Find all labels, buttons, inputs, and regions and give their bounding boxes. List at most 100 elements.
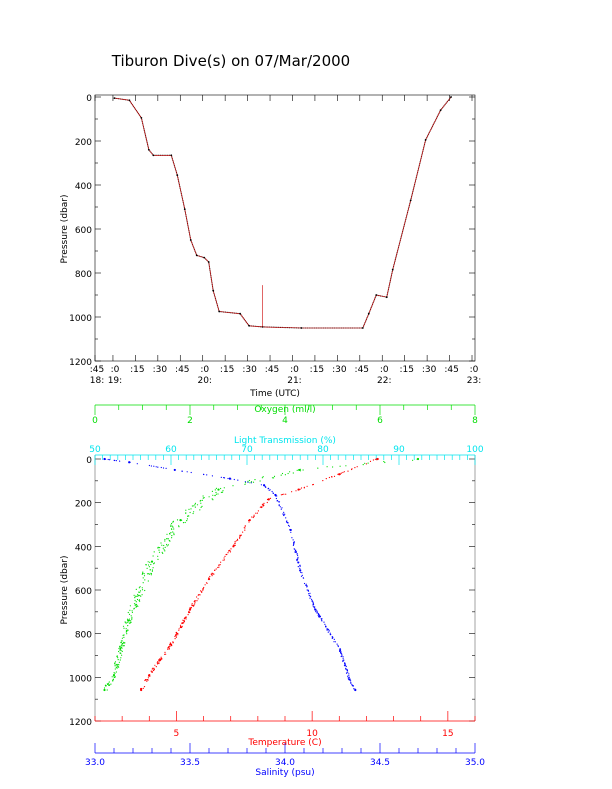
salinity-point [286,520,288,522]
temperature-point [269,497,272,499]
oxygen-point [134,599,136,602]
salinity-point [244,481,246,483]
temperature-point [203,586,205,589]
salinity-point [294,548,296,550]
temperature-point [196,600,198,602]
salinity-point [305,583,307,585]
oxygen-point [112,680,114,682]
x-tick-label-hour: 22: [377,376,391,386]
salinity-point [278,501,281,503]
oxygen-point [193,511,195,513]
oxygen-point [184,521,186,524]
temperature-point [256,512,258,514]
oxygen-point [121,647,123,649]
salinity-point [312,605,314,607]
salinity-point [318,613,320,615]
salinity-tick-label: 33.5 [180,758,200,768]
oxygen-point [152,555,154,557]
salinity-point [329,632,331,634]
oxygen-point [138,599,141,601]
salinity-point [233,478,235,481]
oxygen-point [164,550,166,552]
oxygen-point [170,525,172,527]
temperature-point [156,663,159,665]
oxygen-point [118,647,120,650]
oxygen-point [163,544,165,547]
salinity-data-point [228,477,231,480]
dive-profile-point [385,296,388,299]
temperature-point [347,470,349,472]
salinity-point [295,549,297,551]
temperature-point [263,504,265,506]
salinity-point [344,665,346,667]
oxygen-point [125,621,127,624]
oxygen-point [127,625,129,627]
oxygen-point [144,589,146,592]
oxygen-point [364,462,366,464]
y-tick-label: 600 [75,226,92,236]
oxygen-point [135,601,137,603]
oxygen-point [119,659,121,661]
temperature-point [194,603,196,605]
temperature-point [192,605,194,607]
y-tick-label: 200 [75,500,92,510]
salinity-data-point [348,678,351,681]
salinity-point [290,531,292,533]
salinity-point [306,584,308,587]
oxygen-point [384,461,386,464]
x-tick-label: :0 [470,365,479,375]
oxygen-point [149,561,151,563]
salinity-data-point [354,688,357,692]
temperature-point [175,631,178,634]
oxygen-point [215,487,217,489]
oxygen-point [289,471,291,473]
salinity-point [114,459,116,462]
salinity-point [333,638,335,641]
dive-profile-line [114,96,452,329]
dive-profile-point [409,199,412,202]
dive-profile-point [113,97,116,99]
temperature-point [306,485,308,487]
salinity-point [297,566,299,568]
oxygen-point [129,609,131,611]
salinity-point [345,665,347,668]
transmission-tick-label: 90 [393,445,405,455]
temperature-point [175,636,178,638]
salinity-point [294,551,296,553]
temperature-point [178,629,180,631]
temperature-point [351,468,353,470]
temperature-point [244,529,246,531]
temperature-point [218,566,220,568]
dive-profile-point [183,208,186,211]
salinity-point [311,598,313,601]
dive-profile-overlay [114,96,452,329]
temperature-tick-label: 10 [306,729,318,739]
salinity-point [342,656,344,658]
oxygen-point [164,540,166,542]
temperature-point [239,537,241,539]
temperature-point [218,564,220,566]
salinity-point [299,565,301,567]
dive-profile-point [203,256,206,259]
oxygen-point [161,544,163,546]
y-axis-label: Pressure (dbar) [60,195,70,264]
salinity-point [109,459,111,461]
oxygen-point [203,497,205,499]
oxygen-point [116,667,118,669]
salinity-point [305,584,307,586]
oxygen-point [166,538,168,540]
salinity-point [153,465,155,467]
oxygen-point [166,543,168,546]
temperature-point [169,642,171,644]
salinity-point [285,517,287,519]
oxygen-point [362,464,364,466]
salinity-point [292,539,294,541]
temperature-point [220,561,222,563]
oxygen-point [176,519,179,521]
salinity-tick-label: 34.5 [370,758,390,768]
y-tick-label: 0 [86,94,92,104]
oxygen-point [126,618,129,620]
oxygen-point [223,487,225,489]
temperature-point [234,544,236,547]
